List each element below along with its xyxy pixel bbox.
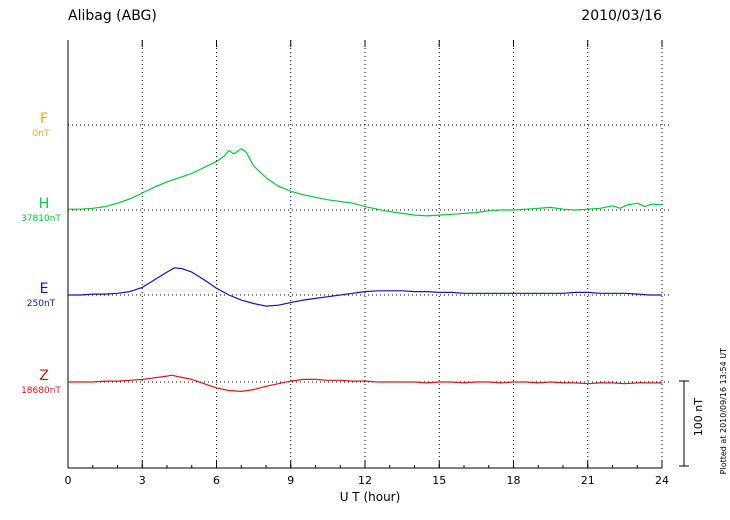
plot-date: 2010/03/16 (581, 8, 662, 24)
x-tick-label: 21 (581, 474, 595, 487)
series-baseline-value-E: 250nT (27, 299, 56, 309)
series-label-F: F (40, 111, 48, 127)
series-baseline-value-Z: 18680nT (21, 386, 61, 396)
x-tick-label: 6 (213, 474, 220, 487)
x-tick-label: 18 (507, 474, 521, 487)
x-tick-label: 24 (655, 474, 669, 487)
x-tick-label: 12 (358, 474, 372, 487)
series-label-Z: Z (39, 368, 49, 384)
x-tick-label: 0 (65, 474, 72, 487)
trace-E (68, 267, 662, 307)
x-axis-label: U T (hour) (339, 490, 401, 504)
trace-Z (68, 374, 662, 392)
scale-bar-label: 100 nT (692, 398, 705, 437)
series-label-H: H (39, 196, 50, 212)
series-baseline-value-F: 0nT (33, 129, 50, 139)
station-title: Alibag (ABG) (68, 8, 157, 24)
trace-H (68, 148, 663, 217)
plot-footnote: Plotted at 2010/09/16 13:54 UT (719, 347, 728, 474)
x-tick-label: 3 (139, 474, 146, 487)
series-baseline-value-H: 37810nT (21, 214, 61, 224)
x-tick-label: 15 (432, 474, 446, 487)
series-label-E: E (40, 281, 49, 297)
x-tick-label: 9 (287, 474, 294, 487)
